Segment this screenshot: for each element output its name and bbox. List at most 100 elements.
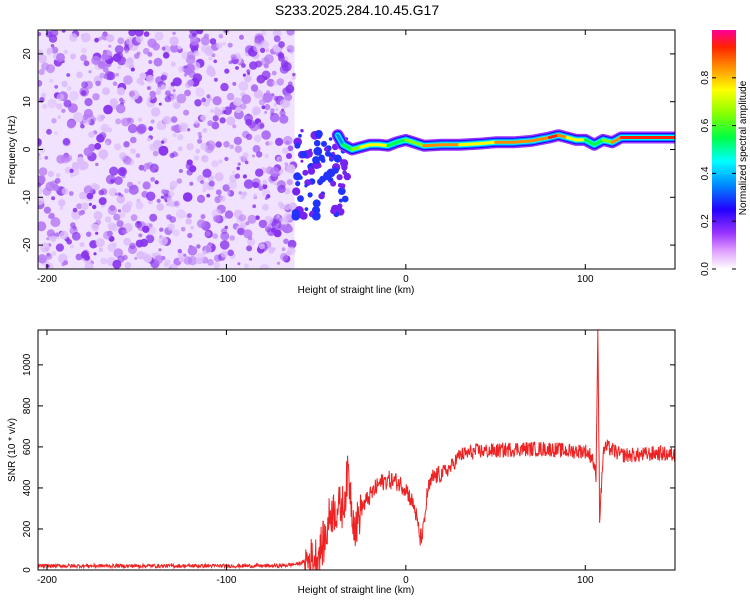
y-tick-label: -20: [22, 237, 33, 252]
noise-speck: [224, 68, 230, 74]
noise-speck: [229, 144, 234, 150]
noise-speck: [265, 48, 270, 53]
noise-speck: [198, 135, 203, 139]
noise-speck: [190, 36, 200, 46]
noise-speck: [212, 233, 218, 239]
noise-speck: [286, 30, 295, 36]
noise-speck: [38, 186, 43, 195]
noise-speck: [116, 87, 126, 96]
noise-speck: [245, 133, 253, 140]
noise-speck: [145, 234, 155, 244]
noise-speck: [161, 189, 167, 195]
noise-speck: [214, 172, 224, 182]
spectrogram-x-label: Height of straight line (km): [298, 285, 415, 296]
noise-speck: [253, 42, 263, 53]
noise-speck: [159, 227, 164, 232]
noise-speck: [252, 181, 259, 189]
noise-speck: [224, 156, 229, 162]
noise-speck: [182, 192, 193, 202]
x-tick-label: -200: [37, 274, 57, 285]
noise-speck: [214, 108, 223, 117]
noise-speck: [190, 225, 195, 230]
noise-speck: [71, 231, 81, 241]
noise-speck: [197, 131, 202, 137]
noise-speck: [83, 185, 94, 195]
noise-speck: [163, 262, 169, 268]
noise-speck: [45, 253, 53, 260]
noise-speck: [115, 72, 119, 77]
noise-speck: [38, 175, 46, 184]
noise-speck: [273, 103, 278, 107]
noise-speck: [244, 263, 249, 269]
noise-speck: [147, 51, 153, 57]
noise-speck: [38, 138, 42, 145]
ridge-segment: [601, 138, 614, 144]
noise-speck: [122, 156, 132, 165]
noise-speck: [220, 82, 229, 92]
noise-speck: [271, 70, 277, 76]
transition-speck: [330, 180, 337, 187]
noise-speck: [89, 240, 98, 249]
ridge-segment: [422, 143, 444, 148]
noise-speck: [46, 50, 52, 56]
noise-speck: [135, 34, 144, 43]
noise-speck: [254, 134, 262, 143]
noise-speck: [44, 155, 49, 160]
noise-speck: [166, 197, 172, 203]
noise-speck: [75, 253, 83, 261]
noise-speck: [186, 159, 193, 166]
noise-speck: [72, 207, 78, 213]
noise-speck: [136, 51, 141, 56]
noise-speck: [148, 126, 154, 131]
noise-speck: [150, 107, 161, 117]
noise-speck: [246, 245, 253, 252]
noise-speck: [155, 90, 161, 95]
noise-speck: [136, 123, 147, 134]
noise-speck: [169, 185, 175, 191]
noise-speck: [138, 117, 142, 122]
x-tick-label: -100: [216, 274, 236, 285]
noise-speck: [227, 42, 233, 48]
noise-speck: [136, 198, 141, 203]
noise-speck: [270, 108, 275, 113]
colorbar-tick-label: 0.6: [700, 118, 711, 132]
noise-speck: [97, 60, 106, 69]
noise-speck: [195, 87, 205, 97]
noise-speck: [45, 181, 55, 192]
transition-speck: [298, 175, 303, 180]
noise-speck: [228, 60, 233, 65]
noise-speck: [107, 243, 117, 252]
noise-speck: [261, 105, 266, 110]
noise-speck: [258, 243, 265, 250]
noise-speck: [45, 264, 50, 268]
noise-speck: [253, 193, 258, 198]
colorbar-tick-label: 0.2: [700, 214, 711, 228]
noise-speck: [252, 154, 255, 158]
noise-speck: [83, 147, 93, 157]
colorbar-tick-label: 0.8: [700, 70, 711, 84]
noise-speck: [46, 237, 50, 241]
noise-speck: [62, 138, 70, 146]
noise-speck: [208, 180, 215, 187]
noise-speck: [146, 86, 151, 90]
transition-speck: [340, 159, 344, 163]
noise-speck: [279, 114, 289, 124]
noise-speck: [56, 93, 65, 101]
transition-speck: [332, 167, 339, 174]
noise-speck: [116, 194, 126, 204]
noise-speck: [160, 84, 166, 90]
noise-speck: [279, 64, 289, 74]
snr-y-ticks: 0 200 400 600 800 1000: [22, 353, 675, 573]
ridge-segment: [556, 133, 569, 139]
figure-title: S233.2025.284.10.45.G17: [275, 2, 439, 18]
noise-speck: [119, 211, 126, 219]
y-tick-label: 10: [22, 96, 33, 108]
noise-speck: [276, 214, 280, 219]
transition-speck: [300, 159, 304, 163]
noise-speck: [91, 182, 98, 190]
noise-speck: [109, 166, 119, 176]
ridge-segment: [547, 133, 560, 139]
noise-speck: [218, 159, 223, 164]
noise-speck: [94, 142, 102, 150]
noise-speck: [187, 256, 198, 266]
